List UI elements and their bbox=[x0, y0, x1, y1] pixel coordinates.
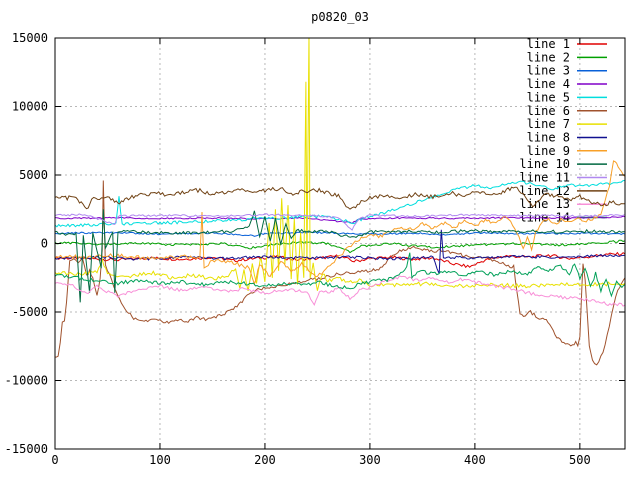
legend-label: line 13 bbox=[519, 197, 570, 211]
y-tick-label: -5000 bbox=[12, 305, 48, 319]
legend-label: line 9 bbox=[527, 144, 570, 158]
x-tick-label: 300 bbox=[359, 453, 381, 467]
legend-label: line 2 bbox=[527, 50, 570, 64]
legend-label: line 6 bbox=[527, 104, 570, 118]
legend-label: line 8 bbox=[527, 130, 570, 144]
legend-label: line 7 bbox=[527, 117, 570, 131]
legend-label: line 4 bbox=[527, 77, 570, 91]
x-tick-label: 500 bbox=[569, 453, 591, 467]
legend-label: line 11 bbox=[519, 171, 570, 185]
legend-label: line 10 bbox=[519, 157, 570, 171]
legend-label: line 14 bbox=[519, 211, 570, 225]
legend-label: line 1 bbox=[527, 37, 570, 51]
y-tick-label: -10000 bbox=[5, 374, 48, 388]
series-line-1 bbox=[55, 251, 625, 269]
series-line-7 bbox=[55, 38, 625, 292]
series-line-9 bbox=[55, 160, 625, 286]
series-line-14 bbox=[55, 252, 625, 298]
chart-title: p0820_03 bbox=[311, 10, 369, 24]
y-tick-label: 15000 bbox=[12, 31, 48, 45]
series-line-6 bbox=[55, 180, 625, 366]
legend-label: line 5 bbox=[527, 90, 570, 104]
y-tick-label: 5000 bbox=[19, 168, 48, 182]
legend-label: line 3 bbox=[527, 64, 570, 78]
x-tick-label: 0 bbox=[51, 453, 58, 467]
x-tick-label: 100 bbox=[149, 453, 171, 467]
series-line-13 bbox=[55, 275, 625, 307]
series-line-2 bbox=[55, 239, 625, 254]
series-line-12 bbox=[55, 186, 625, 210]
series-line-3 bbox=[55, 231, 625, 237]
series-line-11 bbox=[55, 213, 625, 231]
series-line-4 bbox=[55, 215, 625, 225]
x-tick-label: 200 bbox=[254, 453, 276, 467]
y-tick-label: 10000 bbox=[12, 100, 48, 114]
series-line-10 bbox=[55, 209, 625, 303]
x-tick-label: 400 bbox=[464, 453, 486, 467]
y-tick-label: -15000 bbox=[5, 442, 48, 456]
y-tick-label: 0 bbox=[41, 237, 48, 251]
legend-label: line 12 bbox=[519, 184, 570, 198]
series-line-5 bbox=[55, 180, 625, 228]
